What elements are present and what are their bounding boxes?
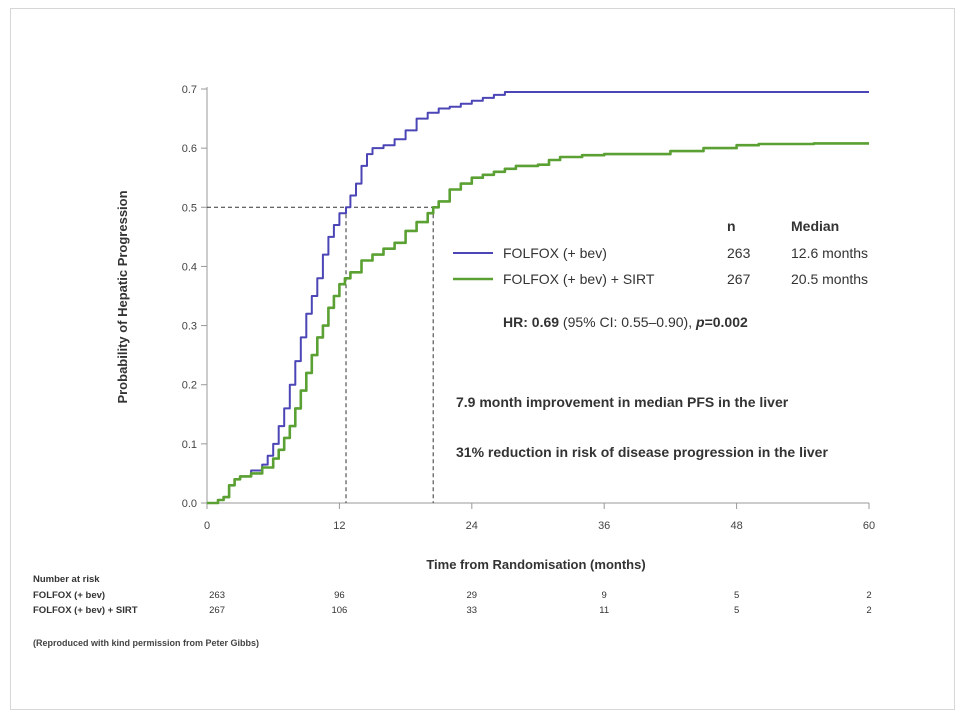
- risk-row-label-folfox: FOLFOX (+ bev): [33, 590, 105, 601]
- hr-ci: (95% CI: 0.55–0.90),: [563, 314, 692, 330]
- legend-header-n: n: [727, 218, 736, 234]
- hr-value: 0.69: [532, 314, 559, 330]
- annotation-median-improvement: 7.9 month improvement in median PFS in t…: [456, 394, 789, 410]
- x-tick-label: 60: [863, 520, 875, 532]
- y-tick-label: 0.0: [182, 498, 197, 510]
- risk-cell: 2: [866, 605, 871, 616]
- legend-label-folfox: FOLFOX (+ bev): [503, 245, 607, 261]
- survival-curves: [207, 91, 869, 505]
- annotation-risk-reduction: 31% reduction in risk of disease progres…: [456, 444, 828, 460]
- risk-cells: 263 96 29 9 5 2 267 106 33 11 5 2: [209, 590, 872, 616]
- legend-n-folfox: 263: [727, 245, 751, 261]
- legend: n Median FOLFOX (+ bev) 263 12.6 months …: [453, 218, 868, 287]
- legend-label-sirt: FOLFOX (+ bev) + SIRT: [503, 271, 655, 287]
- axes: 0.0 0.1 0.2 0.3 0.4 0.5 0.6 0.7 0 12 24 36 48 60: [182, 84, 875, 532]
- risk-table-title: Number at risk: [33, 574, 100, 585]
- risk-cell: 11: [599, 605, 609, 616]
- risk-cell: 263: [209, 590, 225, 601]
- risk-cell: 2: [866, 590, 871, 601]
- x-tick-label: 24: [466, 520, 478, 532]
- y-tick-label: 0.1: [182, 439, 197, 451]
- legend-median-folfox: 12.6 months: [791, 245, 868, 261]
- legend-median-sirt: 20.5 months: [791, 271, 868, 287]
- series-line-folfox: [207, 91, 869, 504]
- x-tick-label: 12: [333, 520, 345, 532]
- risk-row-label-sirt: FOLFOX (+ bev) + SIRT: [33, 605, 138, 616]
- x-axis-title: Time from Randomisation (months): [426, 557, 645, 572]
- risk-cell: 96: [334, 590, 345, 601]
- y-axis-title: Probability of Hepatic Progression: [115, 190, 130, 403]
- hr-p-label: p: [695, 314, 705, 330]
- y-tick-label: 0.4: [182, 261, 197, 273]
- figure-frame: 0.0 0.1 0.2 0.3 0.4 0.5 0.6 0.7 0 12 24 36 48 60 Prob…: [10, 8, 955, 710]
- legend-header-median: Median: [791, 218, 839, 234]
- median-reference-lines: [207, 206, 434, 503]
- risk-cell: 5: [734, 605, 739, 616]
- hr-p-value: =0.002: [705, 314, 748, 330]
- risk-cell: 33: [467, 605, 478, 616]
- risk-cell: 106: [331, 605, 347, 616]
- hr-label: HR:: [503, 314, 528, 330]
- chart-svg: 0.0 0.1 0.2 0.3 0.4 0.5 0.6 0.7 0 12 24 36 48 60 Prob…: [33, 84, 875, 648]
- y-tick-label: 0.7: [182, 84, 197, 96]
- y-tick-label: 0.2: [182, 380, 197, 392]
- y-tick-label: 0.6: [182, 143, 197, 155]
- hazard-ratio: HR: 0.69 (95% CI: 0.55–0.90), p=0.002: [503, 314, 748, 330]
- risk-cell: 9: [602, 590, 607, 601]
- x-tick-label: 0: [204, 520, 210, 532]
- risk-cell: 267: [209, 605, 225, 616]
- y-tick-label: 0.5: [182, 202, 197, 214]
- series-line-sirt: [207, 142, 869, 505]
- y-tick-label: 0.3: [182, 321, 197, 333]
- risk-cell: 29: [467, 590, 478, 601]
- legend-n-sirt: 267: [727, 271, 751, 287]
- number-at-risk-table: Number at risk FOLFOX (+ bev) FOLFOX (+ …: [33, 574, 872, 616]
- risk-cell: 5: [734, 590, 739, 601]
- x-tick-label: 36: [598, 520, 610, 532]
- x-tick-label: 48: [730, 520, 742, 532]
- credit-note: (Reproduced with kind permission from Pe…: [33, 638, 259, 648]
